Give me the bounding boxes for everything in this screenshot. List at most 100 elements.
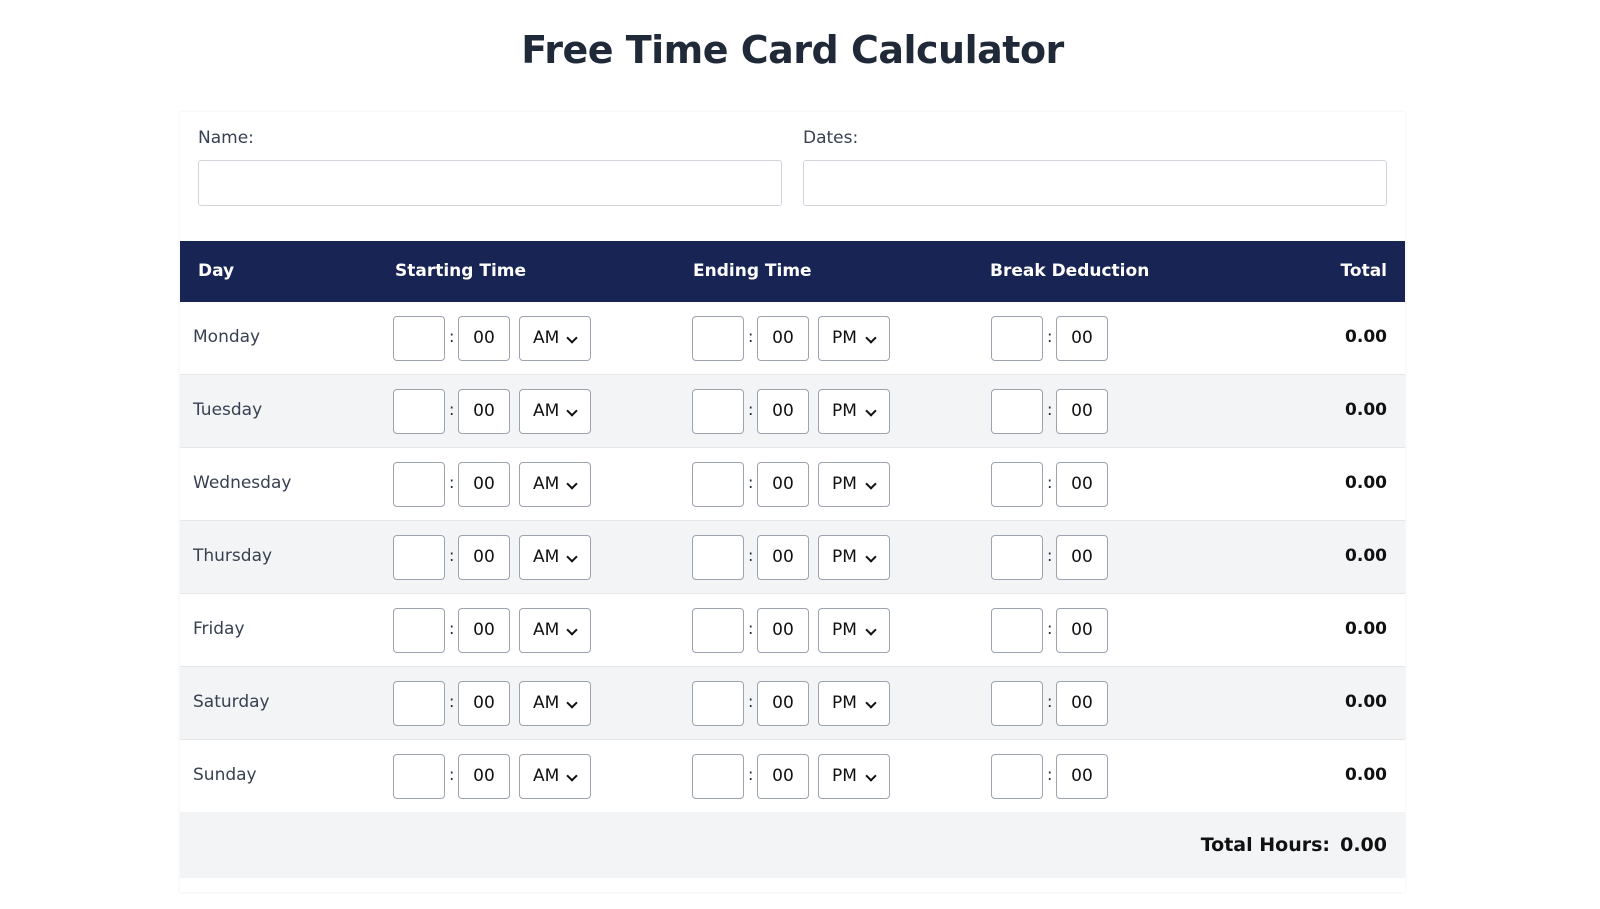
colon-separator: : — [449, 692, 455, 711]
break-deduction-minute-input[interactable]: 00 — [1056, 462, 1108, 507]
break-deduction-hour-input[interactable] — [991, 681, 1043, 726]
colon-separator: : — [449, 327, 455, 346]
start-time-ampm-select[interactable]: AM — [519, 608, 591, 653]
end-time-ampm-select[interactable]: PM — [818, 389, 890, 434]
end-time-ampm-select[interactable]: PM — [818, 754, 890, 799]
end-time-minute-input[interactable]: 00 — [757, 316, 809, 361]
start-time-ampm-select[interactable]: AM — [519, 535, 591, 580]
day-label: Saturday — [193, 692, 270, 712]
time-card: Name: Dates: Day Starting Time Ending Ti… — [180, 112, 1405, 892]
table-row: Monday:00 AM:00 PM:00 0.00 — [180, 302, 1405, 375]
start-time-minute-input[interactable]: 00 — [458, 389, 510, 434]
colon-separator: : — [449, 473, 455, 492]
break-deduction-hour-input[interactable] — [991, 608, 1043, 653]
ampm-value: AM — [533, 328, 560, 348]
end-time-minute-input[interactable]: 00 — [757, 608, 809, 653]
end-time-hour-input[interactable] — [692, 316, 744, 361]
day-label: Thursday — [193, 546, 273, 566]
break-deduction-minute-input[interactable]: 00 — [1056, 316, 1108, 361]
colon-separator: : — [748, 692, 754, 711]
end-time-minute-input[interactable]: 00 — [757, 754, 809, 799]
start-time-hour-input[interactable] — [393, 608, 445, 653]
row-total: 0.00 — [1345, 327, 1387, 347]
break-deduction-hour-input[interactable] — [991, 462, 1043, 507]
ampm-value: AM — [533, 474, 560, 494]
start-time-minute-input[interactable]: 00 — [458, 754, 510, 799]
end-time-hour-input[interactable] — [692, 535, 744, 580]
table-row: Thursday:00 AM:00 PM:00 0.00 — [180, 521, 1405, 594]
start-time-hour-input[interactable] — [393, 681, 445, 726]
colon-separator: : — [1047, 546, 1053, 565]
colon-separator: : — [449, 400, 455, 419]
start-time-ampm-select[interactable]: AM — [519, 754, 591, 799]
dates-label: Dates: — [803, 128, 859, 148]
start-time-ampm-select[interactable]: AM — [519, 462, 591, 507]
day-label: Friday — [193, 619, 245, 639]
end-time-minute-input[interactable]: 00 — [757, 535, 809, 580]
end-time-hour-input[interactable] — [692, 754, 744, 799]
table-row: Wednesday:00 AM:00 PM:00 0.00 — [180, 448, 1405, 521]
break-deduction-minute-input[interactable]: 00 — [1056, 535, 1108, 580]
start-time-ampm-select[interactable]: AM — [519, 316, 591, 361]
ampm-value: AM — [533, 547, 560, 567]
break-deduction-hour-input[interactable] — [991, 754, 1043, 799]
colon-separator: : — [1047, 473, 1053, 492]
colon-separator: : — [748, 473, 754, 492]
start-time-hour-input[interactable] — [393, 316, 445, 361]
end-time-minute-input[interactable]: 00 — [757, 462, 809, 507]
start-time-minute-input[interactable]: 00 — [458, 535, 510, 580]
end-time-hour-input[interactable] — [692, 389, 744, 434]
end-time-ampm-select[interactable]: PM — [818, 316, 890, 361]
row-total: 0.00 — [1345, 473, 1387, 493]
ampm-value: PM — [832, 328, 857, 348]
table-row: Friday:00 AM:00 PM:00 0.00 — [180, 594, 1405, 667]
name-input[interactable] — [198, 160, 782, 206]
start-time-hour-input[interactable] — [393, 462, 445, 507]
end-time-ampm-select[interactable]: PM — [818, 608, 890, 653]
ampm-value: PM — [832, 620, 857, 640]
break-deduction-minute-input[interactable]: 00 — [1056, 389, 1108, 434]
start-time-ampm-select[interactable]: AM — [519, 681, 591, 726]
end-time-hour-input[interactable] — [692, 608, 744, 653]
colon-separator: : — [449, 765, 455, 784]
colon-separator: : — [1047, 327, 1053, 346]
start-time-ampm-select[interactable]: AM — [519, 389, 591, 434]
dates-field-group: Dates: — [803, 128, 1387, 206]
dates-input[interactable] — [803, 160, 1387, 206]
end-time-ampm-select[interactable]: PM — [818, 535, 890, 580]
ampm-value: AM — [533, 766, 560, 786]
end-time-ampm-select[interactable]: PM — [818, 681, 890, 726]
start-time-minute-input[interactable]: 00 — [458, 681, 510, 726]
colon-separator: : — [449, 546, 455, 565]
header-break-deduction: Break Deduction — [990, 261, 1150, 281]
start-time-hour-input[interactable] — [393, 535, 445, 580]
start-time-minute-input[interactable]: 00 — [458, 608, 510, 653]
break-deduction-hour-input[interactable] — [991, 389, 1043, 434]
colon-separator: : — [1047, 400, 1053, 419]
end-time-minute-input[interactable]: 00 — [757, 389, 809, 434]
break-deduction-minute-input[interactable]: 00 — [1056, 608, 1108, 653]
table-row: Sunday:00 AM:00 PM:00 0.00 — [180, 740, 1405, 813]
start-time-minute-input[interactable]: 00 — [458, 316, 510, 361]
start-time-hour-input[interactable] — [393, 754, 445, 799]
colon-separator: : — [748, 765, 754, 784]
end-time-hour-input[interactable] — [692, 681, 744, 726]
start-time-hour-input[interactable] — [393, 389, 445, 434]
end-time-minute-input[interactable]: 00 — [757, 681, 809, 726]
total-hours-value: 0.00 — [1340, 834, 1387, 856]
end-time-ampm-select[interactable]: PM — [818, 462, 890, 507]
break-deduction-minute-input[interactable]: 00 — [1056, 754, 1108, 799]
ampm-value: AM — [533, 620, 560, 640]
row-total: 0.00 — [1345, 400, 1387, 420]
table-row: Tuesday:00 AM:00 PM:00 0.00 — [180, 375, 1405, 448]
row-total: 0.00 — [1345, 619, 1387, 639]
day-label: Wednesday — [193, 473, 292, 493]
start-time-minute-input[interactable]: 00 — [458, 462, 510, 507]
break-deduction-hour-input[interactable] — [991, 316, 1043, 361]
name-label: Name: — [198, 128, 254, 148]
day-label: Sunday — [193, 765, 257, 785]
break-deduction-minute-input[interactable]: 00 — [1056, 681, 1108, 726]
end-time-hour-input[interactable] — [692, 462, 744, 507]
break-deduction-hour-input[interactable] — [991, 535, 1043, 580]
ampm-value: PM — [832, 474, 857, 494]
